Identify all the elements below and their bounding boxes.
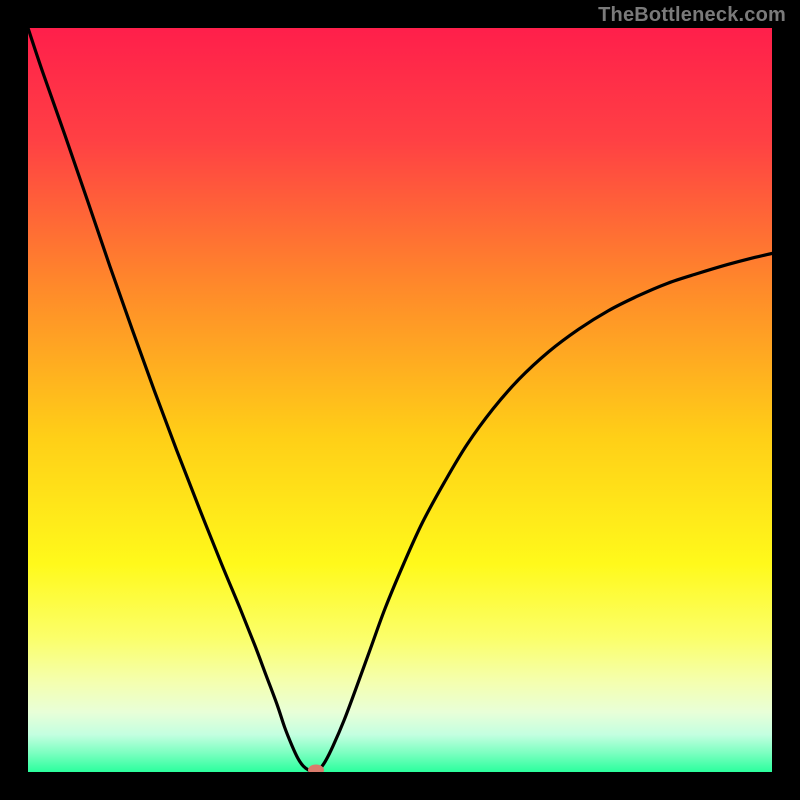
bottleneck-curve: [28, 28, 772, 772]
optimum-marker: [308, 764, 324, 772]
plot-area: [28, 28, 772, 772]
watermark-text: TheBottleneck.com: [598, 4, 786, 27]
plot-frame: [0, 0, 800, 800]
curve-path: [28, 28, 772, 772]
